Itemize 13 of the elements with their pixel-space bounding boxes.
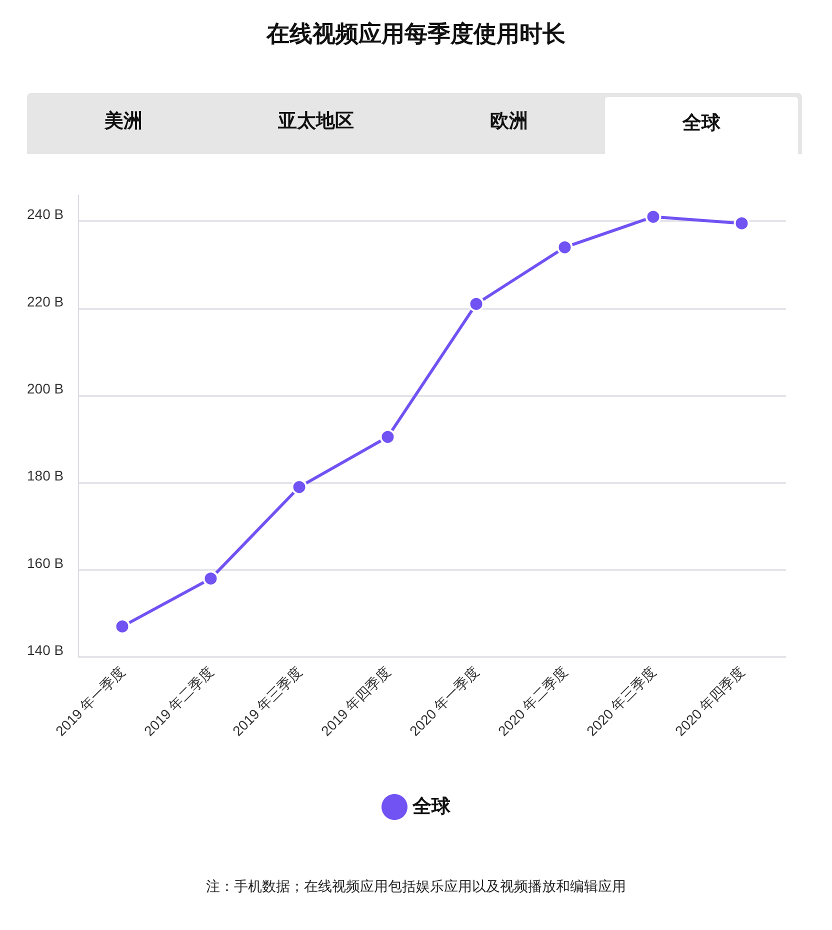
text: 欧洲 xyxy=(488,109,529,134)
text: 全球 xyxy=(605,97,798,154)
y-tick-label: 180 B xyxy=(27,468,64,484)
y-tick-label: 140 B xyxy=(27,642,64,658)
text: 亚太地区 xyxy=(277,109,356,134)
text: 美洲 xyxy=(103,109,144,134)
y-tick-label: 200 B xyxy=(27,380,64,396)
y-tick-label: 160 B xyxy=(27,554,64,571)
legend-label: 全球 xyxy=(412,796,452,818)
text: 注：手机数据；在线视频应用包括娱乐应用以及视频播放和编辑应用 xyxy=(205,878,627,897)
chart-title: 在线视频应用每季度使用时长 xyxy=(266,20,566,48)
y-tick-label: 240 B xyxy=(27,206,64,222)
y-tick-label: 220 B xyxy=(27,293,64,310)
